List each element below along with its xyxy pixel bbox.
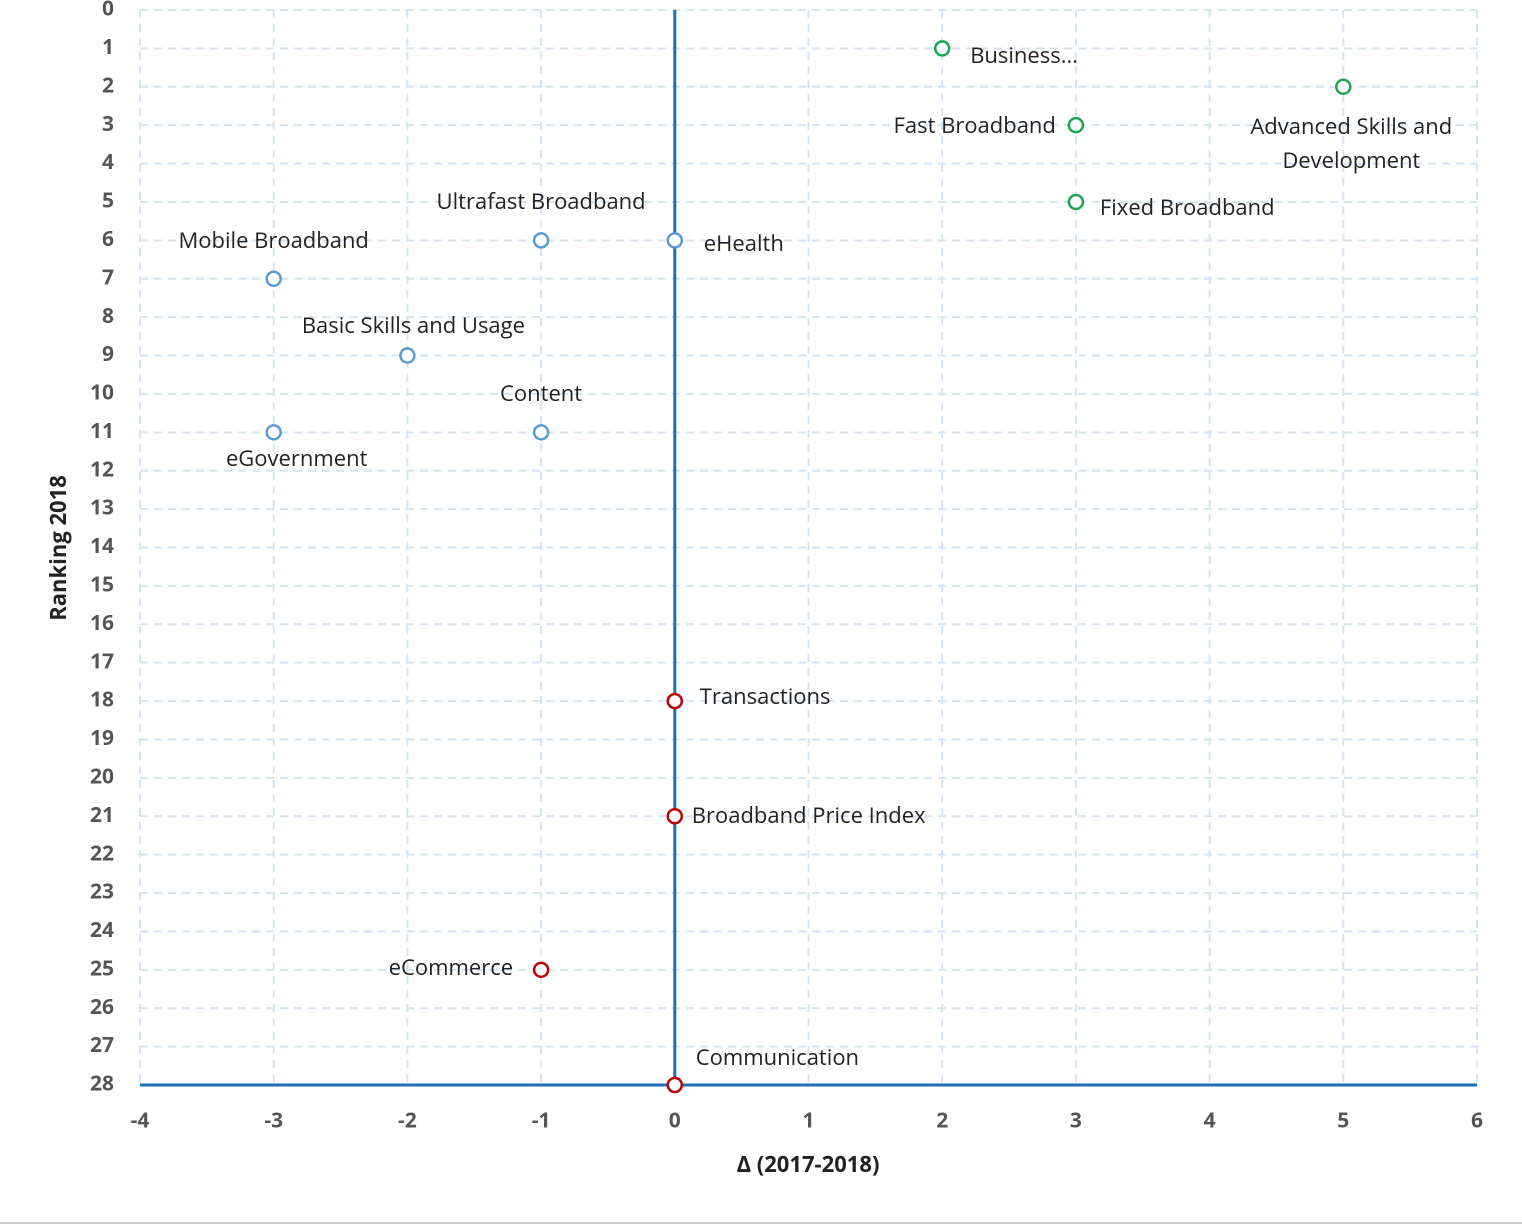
y-tick-label: 1 (102, 33, 114, 61)
x-tick-label: -1 (532, 1107, 551, 1135)
x-tick-label: 6 (1471, 1107, 1483, 1135)
x-tick-label: 3 (1070, 1107, 1082, 1135)
y-tick-label: 7 (102, 263, 114, 291)
point-label: Business... (970, 40, 1079, 71)
point-label: Broadband Price Index (691, 800, 926, 831)
point (1067, 116, 1085, 134)
point-label: eHealth (703, 228, 784, 259)
y-tick-label: 15 (90, 571, 114, 599)
y-tick-label: 17 (90, 647, 114, 675)
point-label: Content (500, 378, 583, 409)
y-tick-label: 5 (102, 187, 114, 215)
y-tick-label: 11 (90, 417, 114, 445)
x-tick-label: 0 (669, 1107, 681, 1135)
point (666, 232, 684, 249)
x-tick-label: 4 (1204, 1107, 1216, 1135)
y-tick-label: 9 (102, 340, 114, 368)
point-label: Ultrafast Broadband (436, 186, 646, 217)
y-tick-label: 13 (90, 494, 114, 522)
point-label: Mobile Broadband (178, 224, 369, 255)
y-tick-label: 12 (90, 455, 114, 483)
point (1335, 78, 1352, 96)
y-tick-label: 3 (102, 110, 114, 138)
point (933, 40, 951, 57)
point-label: Fixed Broadband (1099, 191, 1275, 222)
y-tick-label: 21 (90, 801, 114, 829)
y-tick-label: 2 (102, 71, 114, 99)
x-tick-label: -4 (131, 1107, 150, 1135)
point (532, 424, 550, 441)
point-label: Advanced Skills and Development (1250, 110, 1453, 175)
y-tick-label: 22 (90, 839, 114, 867)
y-tick-label: 27 (90, 1031, 114, 1059)
point (265, 424, 282, 441)
point-label: eGovernment (225, 443, 368, 474)
point (532, 232, 550, 249)
y-tick-label: 19 (90, 724, 114, 752)
y-tick-label: 14 (90, 532, 114, 560)
x-tick-label: 1 (802, 1107, 814, 1135)
y-tick-label: 4 (102, 148, 114, 176)
x-tick-label: -2 (398, 1107, 417, 1135)
point-label: Basic Skills and Usage (301, 309, 525, 340)
x-tick-label: -3 (264, 1107, 283, 1135)
y-tick-label: 16 (90, 609, 114, 637)
y-tick-label: 10 (90, 379, 114, 407)
y-tick-label: 20 (90, 762, 114, 790)
y-axis-title: Ranking 2018 (43, 475, 73, 621)
y-tick-label: 23 (90, 878, 114, 906)
point-label: Transactions (699, 681, 831, 712)
x-axis-title: Δ (2017-2018) (737, 1149, 880, 1179)
y-tick-label: 26 (90, 993, 114, 1021)
point (399, 347, 416, 364)
y-tick-label: 0 (102, 0, 114, 23)
x-tick-label: 5 (1337, 1107, 1349, 1135)
point-label: Fast Broadband (893, 110, 1056, 141)
point (666, 692, 684, 710)
y-tick-label: 18 (90, 686, 114, 714)
point (1067, 193, 1085, 211)
y-tick-label: 25 (90, 954, 114, 982)
point (666, 808, 684, 825)
y-tick-label: 6 (102, 225, 114, 253)
y-tick-label: 28 (90, 1070, 114, 1098)
y-tick-label: 8 (102, 302, 114, 330)
point-label: Communication (695, 1042, 860, 1072)
y-tick-label: 24 (90, 916, 114, 944)
point (666, 1076, 684, 1094)
point (265, 270, 282, 287)
point (532, 961, 550, 979)
point-label: eCommerce (388, 951, 514, 982)
x-tick-label: 2 (936, 1107, 948, 1135)
